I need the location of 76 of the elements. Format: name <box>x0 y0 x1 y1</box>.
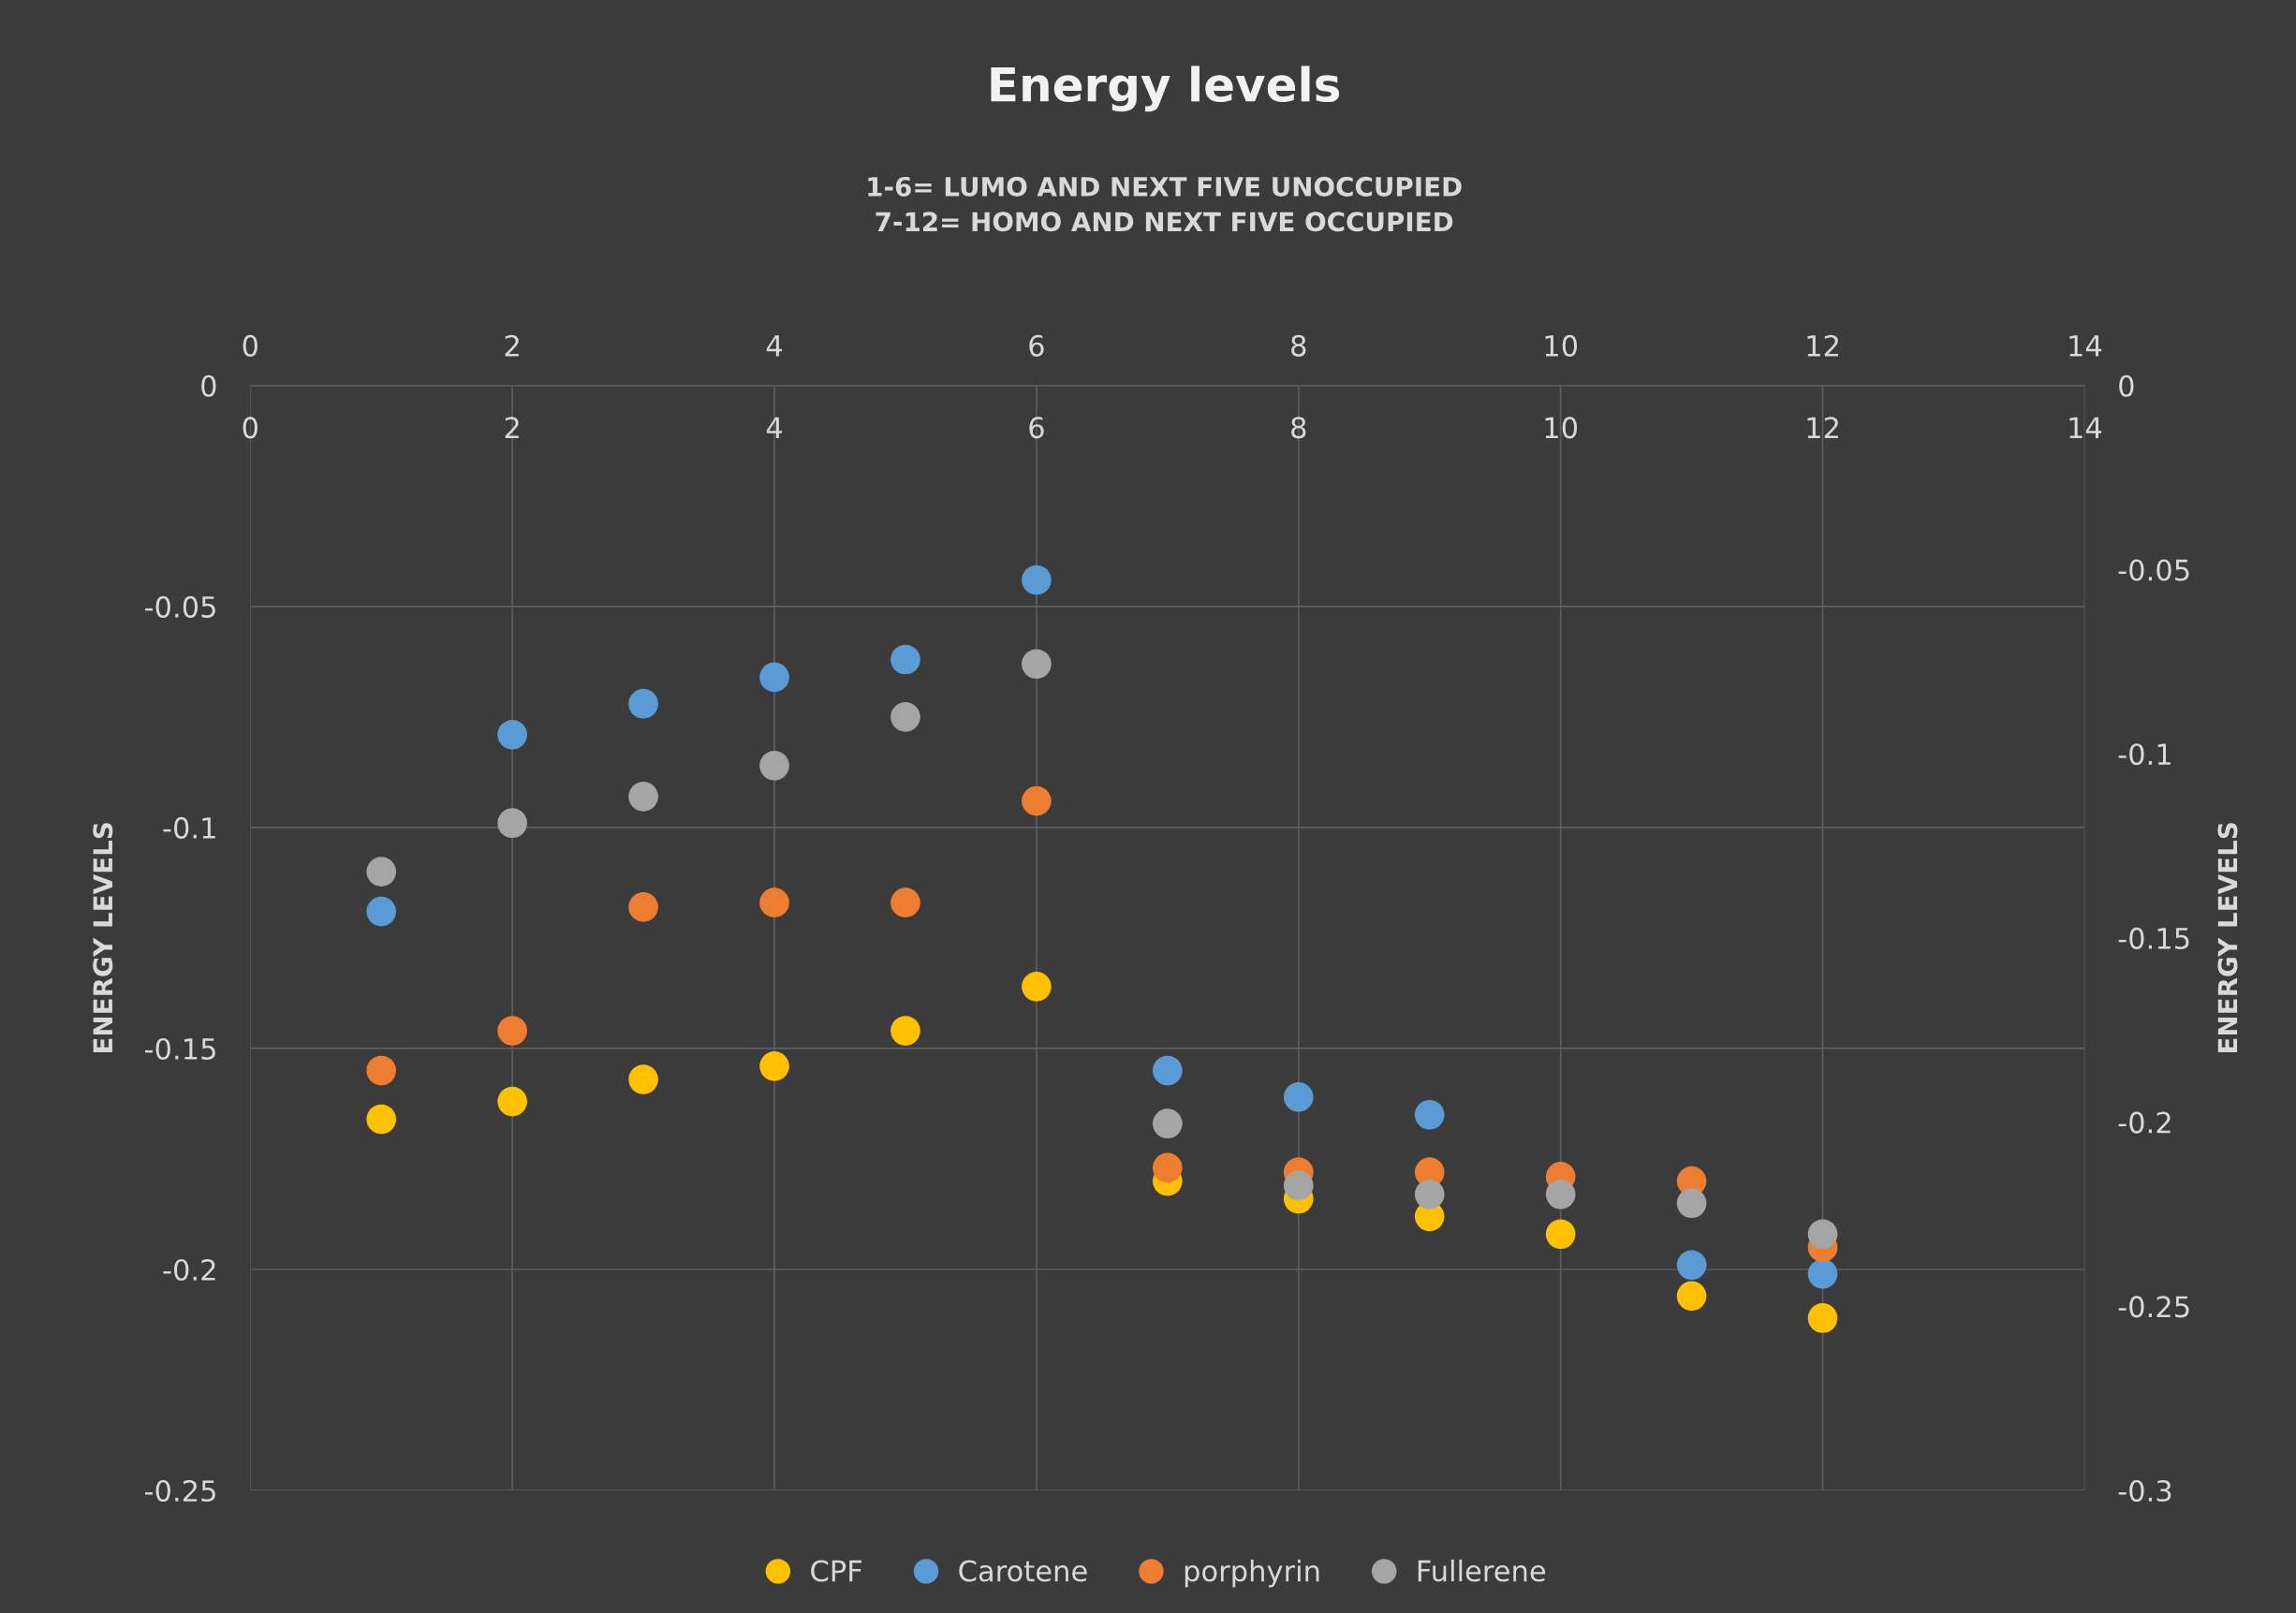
point <box>1676 1188 1707 1219</box>
point <box>1022 972 1052 1002</box>
point <box>1153 1055 1183 1086</box>
point <box>497 1086 527 1117</box>
point <box>497 1016 527 1046</box>
point <box>1807 1258 1838 1289</box>
point <box>1676 1281 1707 1312</box>
point <box>890 1016 920 1046</box>
point <box>890 644 920 675</box>
point <box>759 887 789 917</box>
point <box>1414 1179 1445 1210</box>
y2-tick-label: -0.1 <box>2118 743 2171 766</box>
chart-title: Energy levels <box>991 66 1340 112</box>
point <box>628 1064 658 1094</box>
x-tick-label: 6 <box>1029 417 1044 439</box>
point <box>628 688 658 719</box>
y-tick-label: -0.05 <box>144 595 215 618</box>
point <box>1414 1099 1445 1130</box>
point <box>1676 1250 1707 1281</box>
point <box>890 702 920 732</box>
point <box>1807 1219 1838 1250</box>
point <box>1022 565 1052 595</box>
point <box>759 662 789 693</box>
x2-tick-label: 2 <box>505 334 519 357</box>
y-tick-label: -0.15 <box>144 1037 215 1060</box>
x-tick-label: 12 <box>1807 417 1838 438</box>
y2-tick-label: -0.15 <box>2118 927 2189 949</box>
y-tick-label: -0.1 <box>163 816 215 839</box>
y2-tick-label: 0 <box>2119 374 2134 397</box>
point <box>1545 1219 1576 1250</box>
x2-tick-label: 8 <box>1291 334 1306 357</box>
point <box>366 1104 397 1135</box>
y-tick-label: -0.25 <box>144 1479 215 1503</box>
x-tick-label: 0 <box>243 417 258 439</box>
x-tick-label: 8 <box>1291 417 1306 439</box>
point <box>497 808 527 839</box>
point <box>1283 1170 1314 1201</box>
point <box>1022 785 1052 816</box>
y2-axis-title: ENERGY LEVELS <box>2217 823 2238 1053</box>
x-tick-label: 4 <box>766 417 783 438</box>
x-tick-label: 2 <box>505 417 519 438</box>
y-tick-label: -0.2 <box>163 1258 215 1282</box>
y2-tick-label: -0.2 <box>2118 1111 2171 1134</box>
point <box>497 719 527 750</box>
y-tick-label: 0 <box>201 374 216 397</box>
x2-tick-label: 14 <box>2069 335 2102 357</box>
point <box>1283 1082 1314 1112</box>
x2-tick-label: 0 <box>243 334 258 357</box>
point <box>1153 1108 1183 1139</box>
x2-tick-label: 6 <box>1029 334 1044 357</box>
point <box>890 887 920 917</box>
legend-label: porphyrin <box>1185 1559 1319 1588</box>
point <box>1807 1303 1838 1333</box>
point <box>759 1051 789 1081</box>
point <box>1545 1179 1576 1210</box>
x2-tick-label: 10 <box>1545 334 1578 357</box>
y-axis-title: ENERGY LEVELS <box>93 823 113 1053</box>
y2-tick-label: -0.25 <box>2118 1296 2189 1318</box>
y2-tick-label: -0.05 <box>2118 559 2189 581</box>
point <box>366 1055 397 1086</box>
x-tick-label: 14 <box>2069 417 2102 438</box>
y2-tick-label: -0.3 <box>2118 1479 2171 1503</box>
point <box>628 782 658 812</box>
x2-tick-label: 4 <box>766 335 783 357</box>
legend-label: CPF <box>811 1560 862 1582</box>
legend-label: Fullerene <box>1418 1559 1546 1582</box>
x-tick-label: 10 <box>1545 417 1578 439</box>
legend-label: Carotene <box>959 1560 1087 1582</box>
point <box>1022 649 1052 680</box>
point <box>759 750 789 781</box>
point <box>628 892 658 922</box>
chart-subtitle: 1-6= LUMO AND NEXT FIVE UNOCCUPIED 7-12= HOMO AND NEXT FIVE OCCUPIED <box>868 176 1462 232</box>
point <box>366 896 397 927</box>
x2-tick-label: 12 <box>1807 334 1838 357</box>
point <box>1153 1152 1183 1183</box>
point <box>366 857 397 887</box>
